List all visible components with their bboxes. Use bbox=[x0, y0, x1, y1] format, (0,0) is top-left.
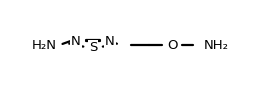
Text: N: N bbox=[105, 35, 115, 48]
Text: O: O bbox=[167, 39, 177, 52]
Text: N: N bbox=[71, 35, 81, 48]
Text: H₂N: H₂N bbox=[32, 39, 57, 52]
Text: NH₂: NH₂ bbox=[203, 39, 228, 52]
Text: S: S bbox=[89, 41, 97, 54]
